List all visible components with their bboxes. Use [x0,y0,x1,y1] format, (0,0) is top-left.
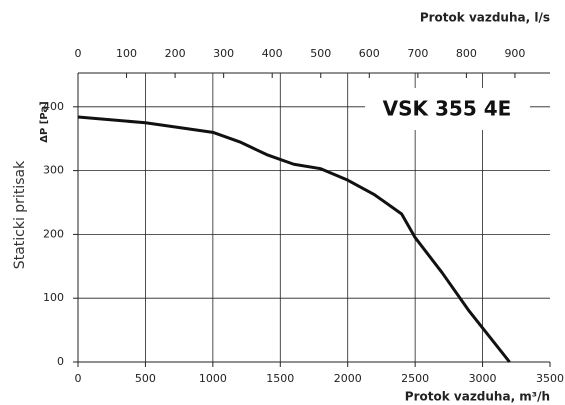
x-tick-label: 2000 [334,372,362,385]
y-axis-title: Staticki pritisak [12,160,28,269]
y-tick-label: 100 [43,291,64,304]
x2-tick-label: 200 [165,47,186,60]
x2-tick-label: 300 [213,47,234,60]
x2-tick-label: 500 [310,47,331,60]
y-tick-label: 200 [43,227,64,240]
x-tick-label: 3500 [536,372,564,385]
annotation-box [365,88,530,130]
fan-curve [77,115,511,363]
x2-tick-label: 900 [504,47,525,60]
x-tick-label: 500 [135,372,156,385]
y-tick-label: 0 [57,355,64,368]
y-unit-label: ΔP [Pa] [39,101,50,143]
x-tick-label: 0 [75,372,82,385]
x-tick-label: 3000 [469,372,497,385]
x-tick-label: 1000 [199,372,227,385]
x2-tick-label: 600 [359,47,380,60]
x-tick-label: 2500 [401,372,429,385]
x2-tick-label: 0 [75,47,82,60]
annotation: VSK 355 4E [383,97,512,121]
x2-tick-label: 800 [456,47,477,60]
y-tick-label: 400 [43,100,64,113]
x-axis-title: Protok vazduha, m³/h [405,390,550,404]
y-tick-label: 300 [43,164,64,177]
x2-tick-label: 700 [407,47,428,60]
x2-tick-label: 100 [116,47,137,60]
x-tick-label: 1500 [266,372,294,385]
x2-axis-title: Protok vazduha, l/s [420,11,550,25]
x2-tick-label: 400 [262,47,283,60]
